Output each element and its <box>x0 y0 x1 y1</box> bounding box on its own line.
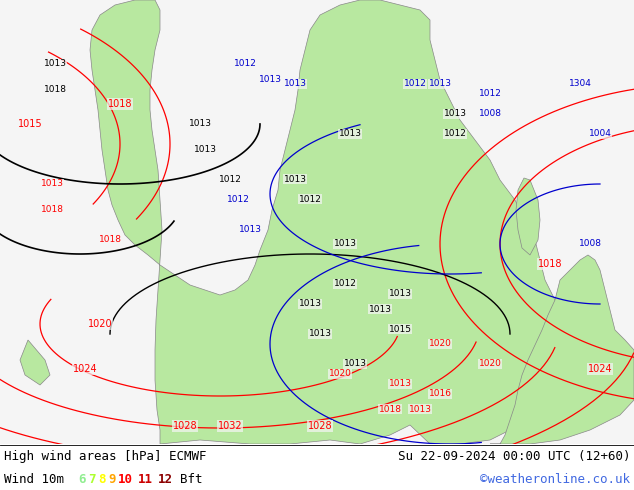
Text: 1013: 1013 <box>444 109 467 119</box>
Text: 1013: 1013 <box>283 174 306 183</box>
Text: ©weatheronline.co.uk: ©weatheronline.co.uk <box>480 473 630 487</box>
Text: 1024: 1024 <box>588 364 612 374</box>
Text: 1012: 1012 <box>444 129 467 139</box>
Text: 1013: 1013 <box>429 79 451 89</box>
Text: 1013: 1013 <box>283 79 306 89</box>
Text: 1018: 1018 <box>98 235 122 244</box>
Text: 1012: 1012 <box>233 59 256 69</box>
Text: 1013: 1013 <box>389 290 411 298</box>
Text: 1028: 1028 <box>307 421 332 431</box>
Text: 1020: 1020 <box>87 319 112 329</box>
Text: 1015: 1015 <box>389 324 411 334</box>
Text: 1013: 1013 <box>188 120 212 128</box>
Text: 1013: 1013 <box>344 360 366 368</box>
Text: 1012: 1012 <box>219 174 242 183</box>
Text: 1018: 1018 <box>378 405 401 414</box>
Text: 11: 11 <box>138 473 153 487</box>
Text: Wind 10m: Wind 10m <box>4 473 64 487</box>
Text: 1012: 1012 <box>226 195 249 203</box>
Text: 1304: 1304 <box>569 79 592 89</box>
Text: 1012: 1012 <box>404 79 427 89</box>
Text: 1024: 1024 <box>73 364 97 374</box>
Text: 1013: 1013 <box>299 299 321 309</box>
Text: High wind areas [hPa] ECMWF: High wind areas [hPa] ECMWF <box>4 450 207 464</box>
Text: 10: 10 <box>118 473 133 487</box>
Polygon shape <box>90 0 575 444</box>
Text: 1018: 1018 <box>108 99 133 109</box>
Text: 1012: 1012 <box>333 279 356 289</box>
Text: Bft: Bft <box>180 473 202 487</box>
Text: 1013: 1013 <box>389 379 411 389</box>
Text: 1020: 1020 <box>479 360 501 368</box>
Text: 1020: 1020 <box>429 340 451 348</box>
Text: 1013: 1013 <box>408 405 432 414</box>
Text: 1004: 1004 <box>588 129 611 139</box>
Text: 1013: 1013 <box>333 240 356 248</box>
Text: 12: 12 <box>158 473 173 487</box>
Text: 1013: 1013 <box>238 224 261 234</box>
Polygon shape <box>516 178 540 255</box>
Text: 1013: 1013 <box>368 304 392 314</box>
Text: 1013: 1013 <box>259 74 281 83</box>
Text: 1013: 1013 <box>309 329 332 339</box>
Text: 1018: 1018 <box>44 84 67 94</box>
Text: 1016: 1016 <box>429 390 451 398</box>
Text: 1013: 1013 <box>339 129 361 139</box>
Text: 1015: 1015 <box>18 119 42 129</box>
Text: 1020: 1020 <box>328 369 351 378</box>
Text: 1012: 1012 <box>299 195 321 203</box>
Text: 9: 9 <box>108 473 115 487</box>
Text: 1012: 1012 <box>479 90 501 98</box>
Text: 1008: 1008 <box>479 109 501 119</box>
Text: 1008: 1008 <box>578 240 602 248</box>
Text: 1013: 1013 <box>41 179 63 189</box>
Polygon shape <box>490 255 634 444</box>
Text: 7: 7 <box>88 473 96 487</box>
Text: 1013: 1013 <box>193 145 216 153</box>
Text: 1018: 1018 <box>538 259 562 269</box>
Text: 1032: 1032 <box>217 421 242 431</box>
Text: 1018: 1018 <box>41 204 63 214</box>
Text: 8: 8 <box>98 473 105 487</box>
Text: 1013: 1013 <box>44 59 67 69</box>
Text: 1028: 1028 <box>172 421 197 431</box>
Text: Su 22-09-2024 00:00 UTC (12+60): Su 22-09-2024 00:00 UTC (12+60) <box>398 450 630 464</box>
Polygon shape <box>20 340 50 385</box>
Text: 6: 6 <box>78 473 86 487</box>
